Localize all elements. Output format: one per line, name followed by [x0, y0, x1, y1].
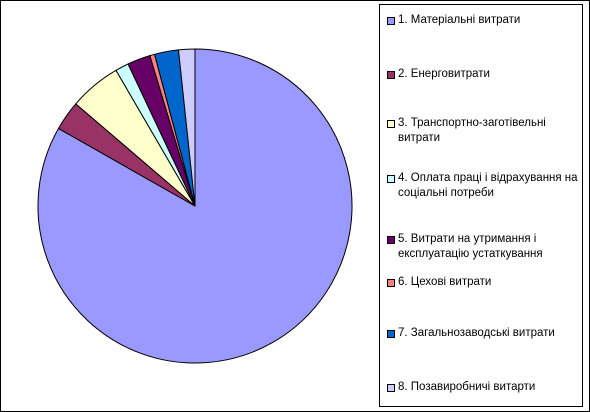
pie-slice-1 [37, 48, 353, 364]
legend-item-2: 2. Енерговитрати [387, 67, 582, 82]
legend: 1. Матеріальні витрати 2. Енерговитрати 3.… [379, 4, 583, 407]
legend-item-8: 8. Позавиробничі витарти [387, 380, 582, 395]
legend-item-4: 4. Оплата праці і відрахування на соціал… [387, 171, 582, 201]
legend-label-4: 4. Оплата праці і відрахування на соціал… [398, 172, 578, 199]
pie-slice-8 [177, 48, 196, 207]
legend-item-5: 5. Витрати на утримання і експлуатацію у… [387, 232, 582, 262]
pie-chart [37, 48, 353, 364]
legend-item-7: 7. Загальнозаводські витрати [387, 326, 582, 341]
legend-swatch-3 [387, 120, 395, 128]
legend-label-6: 6. Цехові витрати [398, 276, 492, 288]
legend-swatch-6 [387, 279, 395, 287]
legend-swatch-7 [387, 330, 395, 338]
legend-item-1: 1. Матеріальні витрати [387, 13, 582, 28]
legend-label-5: 5. Витрати на утримання і експлуатацію у… [398, 233, 543, 260]
legend-label-7: 7. Загальнозаводські витрати [398, 327, 555, 339]
legend-label-3: 3. Транспортно-заготівельні витрати [398, 117, 546, 144]
legend-label-2: 2. Енерговитрати [398, 68, 490, 80]
legend-swatch-5 [387, 236, 395, 244]
legend-label-1: 1. Матеріальні витрати [398, 14, 521, 26]
legend-swatch-4 [387, 175, 395, 183]
legend-swatch-2 [387, 71, 395, 79]
legend-swatch-1 [387, 17, 395, 25]
legend-label-8: 8. Позавиробничі витарти [398, 381, 536, 393]
legend-swatch-8 [387, 384, 395, 392]
legend-item-6: 6. Цехові витрати [387, 275, 582, 290]
legend-item-3: 3. Транспортно-заготівельні витрати [387, 116, 582, 146]
